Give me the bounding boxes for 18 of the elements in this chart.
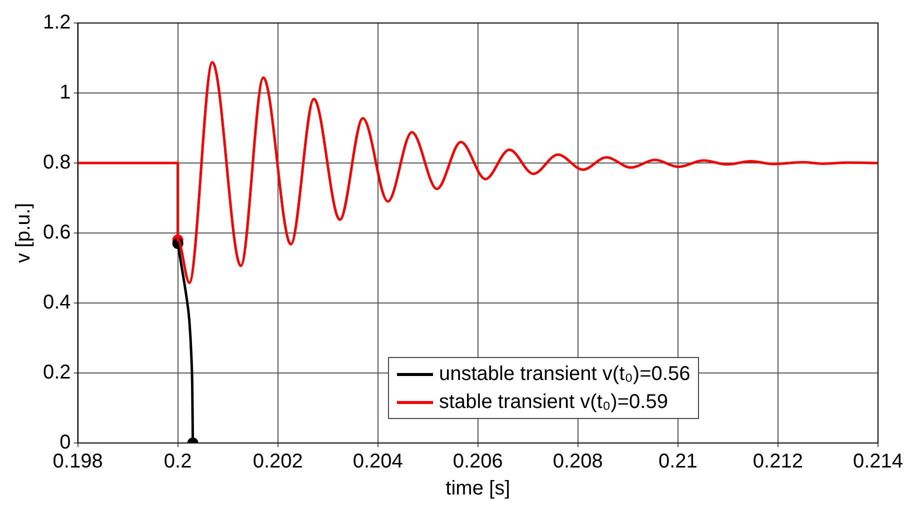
x-tick-label: 0.206 bbox=[452, 450, 503, 473]
legend-label: stable transient v(t₀)=0.59 bbox=[438, 390, 668, 415]
x-tick-label: 0.2 bbox=[164, 450, 192, 473]
x-tick-label: 0.202 bbox=[252, 450, 303, 473]
legend-label: unstable transient v(t₀)=0.56 bbox=[438, 362, 690, 387]
y-tick-label: 1 bbox=[60, 82, 71, 104]
y-tick-label: 0.6 bbox=[42, 222, 71, 244]
y-tick-label: 0.2 bbox=[42, 362, 71, 384]
x-tick-label: 0.21 bbox=[658, 450, 698, 473]
x-tick-label: 0.208 bbox=[552, 450, 603, 473]
y-tick-label: 1.2 bbox=[42, 12, 71, 34]
x-tick-label: 0.204 bbox=[352, 450, 403, 473]
y-tick-label: 0.8 bbox=[42, 152, 71, 174]
y-tick-label: 0.4 bbox=[42, 292, 71, 314]
x-tick-label: 0.212 bbox=[752, 450, 803, 473]
x-axis-title: time [s] bbox=[446, 478, 510, 500]
y-axis-title: v [p.u.] bbox=[12, 202, 35, 264]
x-tick-label: 0.214 bbox=[852, 450, 904, 473]
